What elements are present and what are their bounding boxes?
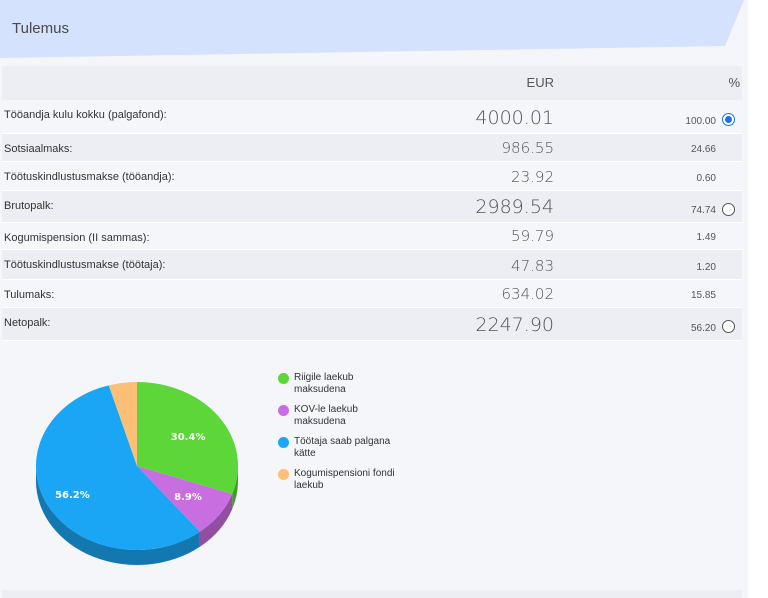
row-eur-value: 47.83 [511,257,554,275]
row-label: Töötuskindlustusmakse (töötaja): [4,259,166,271]
row-label: Brutopalk: [4,200,54,212]
legend-label-line2: kätte [294,448,316,459]
pie-chart: 30.4% 8.9% 56.2% [35,382,239,565]
results-table: EUR % Tööandja kulu kokku (palgafond): 4… [2,66,742,341]
table-row-unemployment-employer: Töötuskindlustusmakse (tööandja): 23.92 … [2,162,742,191]
table-row-income-tax: Tulumaks: 634.02 15.85 [2,280,742,308]
radio-net-salary[interactable] [722,320,735,333]
legend-item-pension-fund[interactable]: Kogumispensioni fondi laekub [278,468,428,492]
row-percent-value: 100.00 [685,116,716,127]
legend-item-employee[interactable]: Töötaja saab palgana kätte [278,436,428,460]
row-eur-value: 59.79 [511,227,554,245]
row-label: Sotsiaalmaks: [4,143,73,155]
row-eur-value: 2989.54 [475,196,554,218]
column-header-percent: % [728,75,740,90]
row-percent-value: 56.20 [690,323,716,334]
column-header-eur: EUR [526,75,554,90]
row-eur-value: 986.55 [501,139,555,157]
row-eur-value: 4000.01 [475,107,554,129]
right-gutter [748,0,768,598]
table-row-net-salary: Netopalk: 2247.90 56.20 [2,308,742,341]
legend-label-line2: maksudena [294,384,346,395]
row-percent-value: 15.85 [690,290,716,301]
pie-slice-label-1: 8.9% [174,492,202,503]
legend-color-dot [278,437,289,448]
pie-slice-side-0 [232,466,238,509]
legend-label-line2: maksudena [294,416,346,427]
legend-label-line1: Kogumispensioni fondi [294,468,395,479]
row-percent-value: 1.49 [696,232,716,243]
pie-slice-3[interactable] [108,382,137,466]
header-band [0,0,744,58]
table-row-pension: Kogumispension (II sammas): 59.79 1.49 [2,223,742,250]
table-row-gross-salary: Brutopalk: 2989.54 74.74 [2,191,742,223]
legend-item-municipality[interactable]: KOV-le laekub maksudena [278,404,428,428]
table-header: EUR % [2,66,742,100]
legend-label-line1: KOV-le laekub [294,404,358,415]
legend-color-dot [278,373,289,384]
legend-color-dot [278,405,289,416]
row-label: Netopalk: [4,317,51,329]
pie-slice-1[interactable] [137,466,233,532]
row-eur-value: 634.02 [501,285,555,303]
legend-label-line2: laekub [294,480,324,491]
legend-color-dot [278,469,289,480]
legend-label-line1: Riigile laekub [294,372,354,383]
radio-employer-cost[interactable] [722,113,735,126]
row-percent-value: 74.74 [690,205,716,216]
row-eur-value: 23.92 [511,168,554,186]
pie-slice-side-2 [36,466,200,565]
page-title: Tulemus [12,20,69,37]
row-label: Kogumispension (II sammas): [4,232,150,244]
pie-slice-label-0: 30.4% [171,432,206,443]
row-percent-value: 0.60 [696,173,716,184]
table-row-unemployment-employee: Töötuskindlustusmakse (töötaja): 47.83 1… [2,250,742,280]
row-percent-value: 24.66 [690,144,716,155]
chart-legend: Riigile laekub maksudena KOV-le laekub m… [278,372,428,500]
pie-slice-label-2: 56.2% [55,490,90,501]
pie-slice-side-1 [199,493,233,547]
table-row-social-tax: Sotsiaalmaks: 986.55 24.66 [2,134,742,162]
legend-label-line1: Töötaja saab palgana [294,436,391,447]
row-percent-value: 1.20 [696,262,716,273]
pie-slice-0[interactable] [137,382,239,494]
row-label: Tulumaks: [4,289,55,301]
legend-item-state[interactable]: Riigile laekub maksudena [278,372,428,396]
pie-slice-2[interactable] [35,385,200,550]
row-eur-value: 2247.90 [475,314,554,336]
radio-gross-salary[interactable] [722,203,735,216]
row-label: Tööandja kulu kokku (palgafond): [4,109,167,121]
row-label: Töötuskindlustusmakse (tööandja): [4,171,175,183]
table-row-employer-cost: Tööandja kulu kokku (palgafond): 4000.01… [2,100,742,134]
bottom-band [2,590,742,598]
